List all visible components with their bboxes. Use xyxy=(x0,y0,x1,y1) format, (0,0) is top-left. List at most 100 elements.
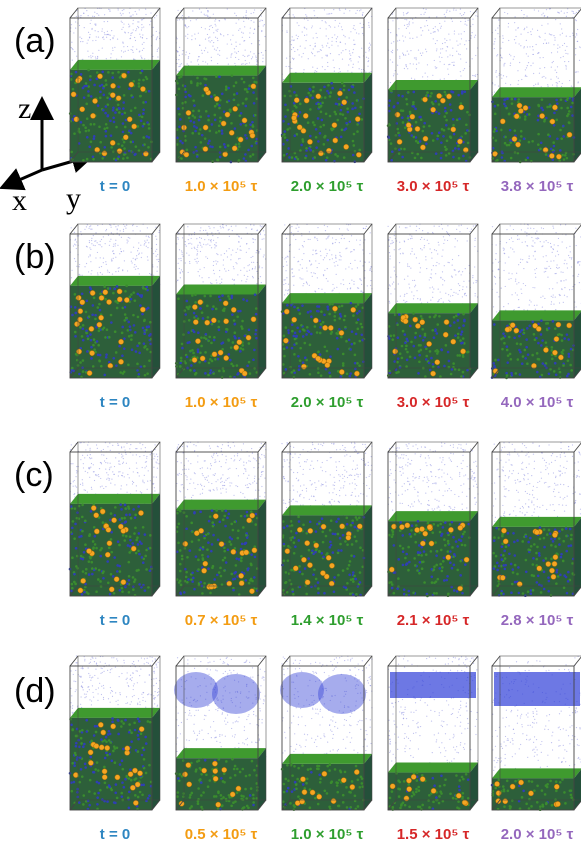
simulation-box xyxy=(280,223,373,379)
box-frame xyxy=(387,655,479,811)
polymer-film xyxy=(69,275,160,379)
vapor-region xyxy=(491,442,581,528)
box-frame xyxy=(175,441,267,597)
nanoparticles xyxy=(191,299,257,377)
simulation-box xyxy=(491,441,581,598)
snapshot-panel xyxy=(68,440,162,600)
vapor-cloud xyxy=(390,672,476,698)
snapshot-panel xyxy=(386,654,480,814)
time-label: 1.5 × 10⁵ τ xyxy=(396,826,470,843)
polymer-film xyxy=(490,310,581,380)
nanoparticles xyxy=(492,102,573,160)
time-label: 1.0 × 10⁵ τ xyxy=(184,178,258,195)
vapor-region xyxy=(281,441,373,516)
nanoparticles xyxy=(392,313,466,377)
nanoparticles xyxy=(394,93,469,153)
simulation-box xyxy=(386,223,479,379)
snapshot-panel xyxy=(490,440,581,600)
snapshot-panel xyxy=(174,440,268,600)
box-frame xyxy=(69,441,161,597)
vapor-region xyxy=(491,223,581,321)
row-label-d: (d) xyxy=(14,672,56,710)
snapshot-panel xyxy=(174,222,268,382)
vapor-cloud xyxy=(174,672,260,714)
simulation-box xyxy=(491,7,581,164)
snapshot-panel xyxy=(490,6,581,166)
time-label: 3.8 × 10⁵ τ xyxy=(500,178,574,195)
simulation-box xyxy=(490,655,581,812)
snapshot-panel xyxy=(280,6,374,166)
polymer-film xyxy=(490,768,581,812)
snapshot-panel xyxy=(490,222,581,382)
time-label: 2.0 × 10⁵ τ xyxy=(290,394,364,411)
box-frame xyxy=(175,7,267,163)
time-label: 2.0 × 10⁵ τ xyxy=(500,826,574,843)
simulation-box xyxy=(386,7,479,163)
polymer-film xyxy=(280,753,372,811)
box-frame xyxy=(281,655,373,811)
nanoparticles xyxy=(72,721,145,806)
vapor-cloud xyxy=(280,672,366,714)
simulation-box xyxy=(490,223,581,380)
time-label: t = 0 xyxy=(99,394,131,411)
snapshot-panel xyxy=(174,654,268,814)
vapor-cloud xyxy=(494,672,580,706)
time-label: 4.0 × 10⁵ τ xyxy=(500,394,574,411)
simulation-box xyxy=(69,223,161,379)
simulation-box xyxy=(280,7,373,164)
box-frame xyxy=(387,223,479,379)
time-label: 2.0 × 10⁵ τ xyxy=(290,178,364,195)
snapshot-panel xyxy=(68,6,162,166)
polymer-film xyxy=(388,762,478,811)
simulation-box xyxy=(68,7,161,163)
box-frame xyxy=(387,441,479,597)
snapshot-panel xyxy=(386,222,480,382)
polymer-film xyxy=(280,72,372,164)
vapor-region xyxy=(281,7,373,84)
polymer-film xyxy=(68,493,160,597)
polymer-film xyxy=(174,748,266,811)
box-frame xyxy=(175,223,267,379)
row-label-b: (b) xyxy=(14,238,56,276)
polymer-film xyxy=(68,59,160,163)
simulation-box xyxy=(68,655,161,811)
polymer-film xyxy=(387,511,478,598)
vapor-region xyxy=(387,442,479,521)
simulation-box xyxy=(174,7,267,164)
nanoparticles xyxy=(494,779,561,808)
time-label: 2.1 × 10⁵ τ xyxy=(396,612,470,629)
nanoparticles xyxy=(497,527,559,587)
axis-label-x: x xyxy=(12,184,27,217)
polymer-film xyxy=(281,505,372,597)
polymer-film xyxy=(491,87,581,164)
box-frame xyxy=(387,7,479,163)
snapshot-panel xyxy=(280,654,374,814)
simulation-box xyxy=(68,441,161,597)
box-frame xyxy=(175,655,267,811)
box-frame xyxy=(281,7,373,163)
box-frame xyxy=(281,441,373,597)
snapshot-panel xyxy=(490,654,581,814)
simulation-box xyxy=(174,655,267,811)
nanoparticles xyxy=(388,522,470,592)
axis-label-z: z xyxy=(18,92,32,125)
time-label: 1.0 × 10⁵ τ xyxy=(290,826,364,843)
row-label-c: (c) xyxy=(14,456,54,494)
vapor-region xyxy=(175,223,267,295)
snapshot-panel xyxy=(386,440,480,600)
nanoparticles xyxy=(283,305,360,377)
time-label: 3.0 × 10⁵ τ xyxy=(396,394,470,411)
nanoparticles xyxy=(284,523,363,587)
row-label-a: (a) xyxy=(14,22,56,60)
simulation-box xyxy=(175,441,267,597)
snapshot-panel xyxy=(386,6,480,166)
time-label: 3.0 × 10⁵ τ xyxy=(396,178,470,195)
time-label: 1.4 × 10⁵ τ xyxy=(290,612,364,629)
box-frame xyxy=(491,441,581,597)
time-label: 2.8 × 10⁵ τ xyxy=(500,612,574,629)
snapshot-panel xyxy=(68,222,162,382)
vapor-region xyxy=(281,655,373,765)
box-frame xyxy=(281,223,373,379)
box-frame xyxy=(69,223,161,379)
simulation-box xyxy=(387,655,479,811)
